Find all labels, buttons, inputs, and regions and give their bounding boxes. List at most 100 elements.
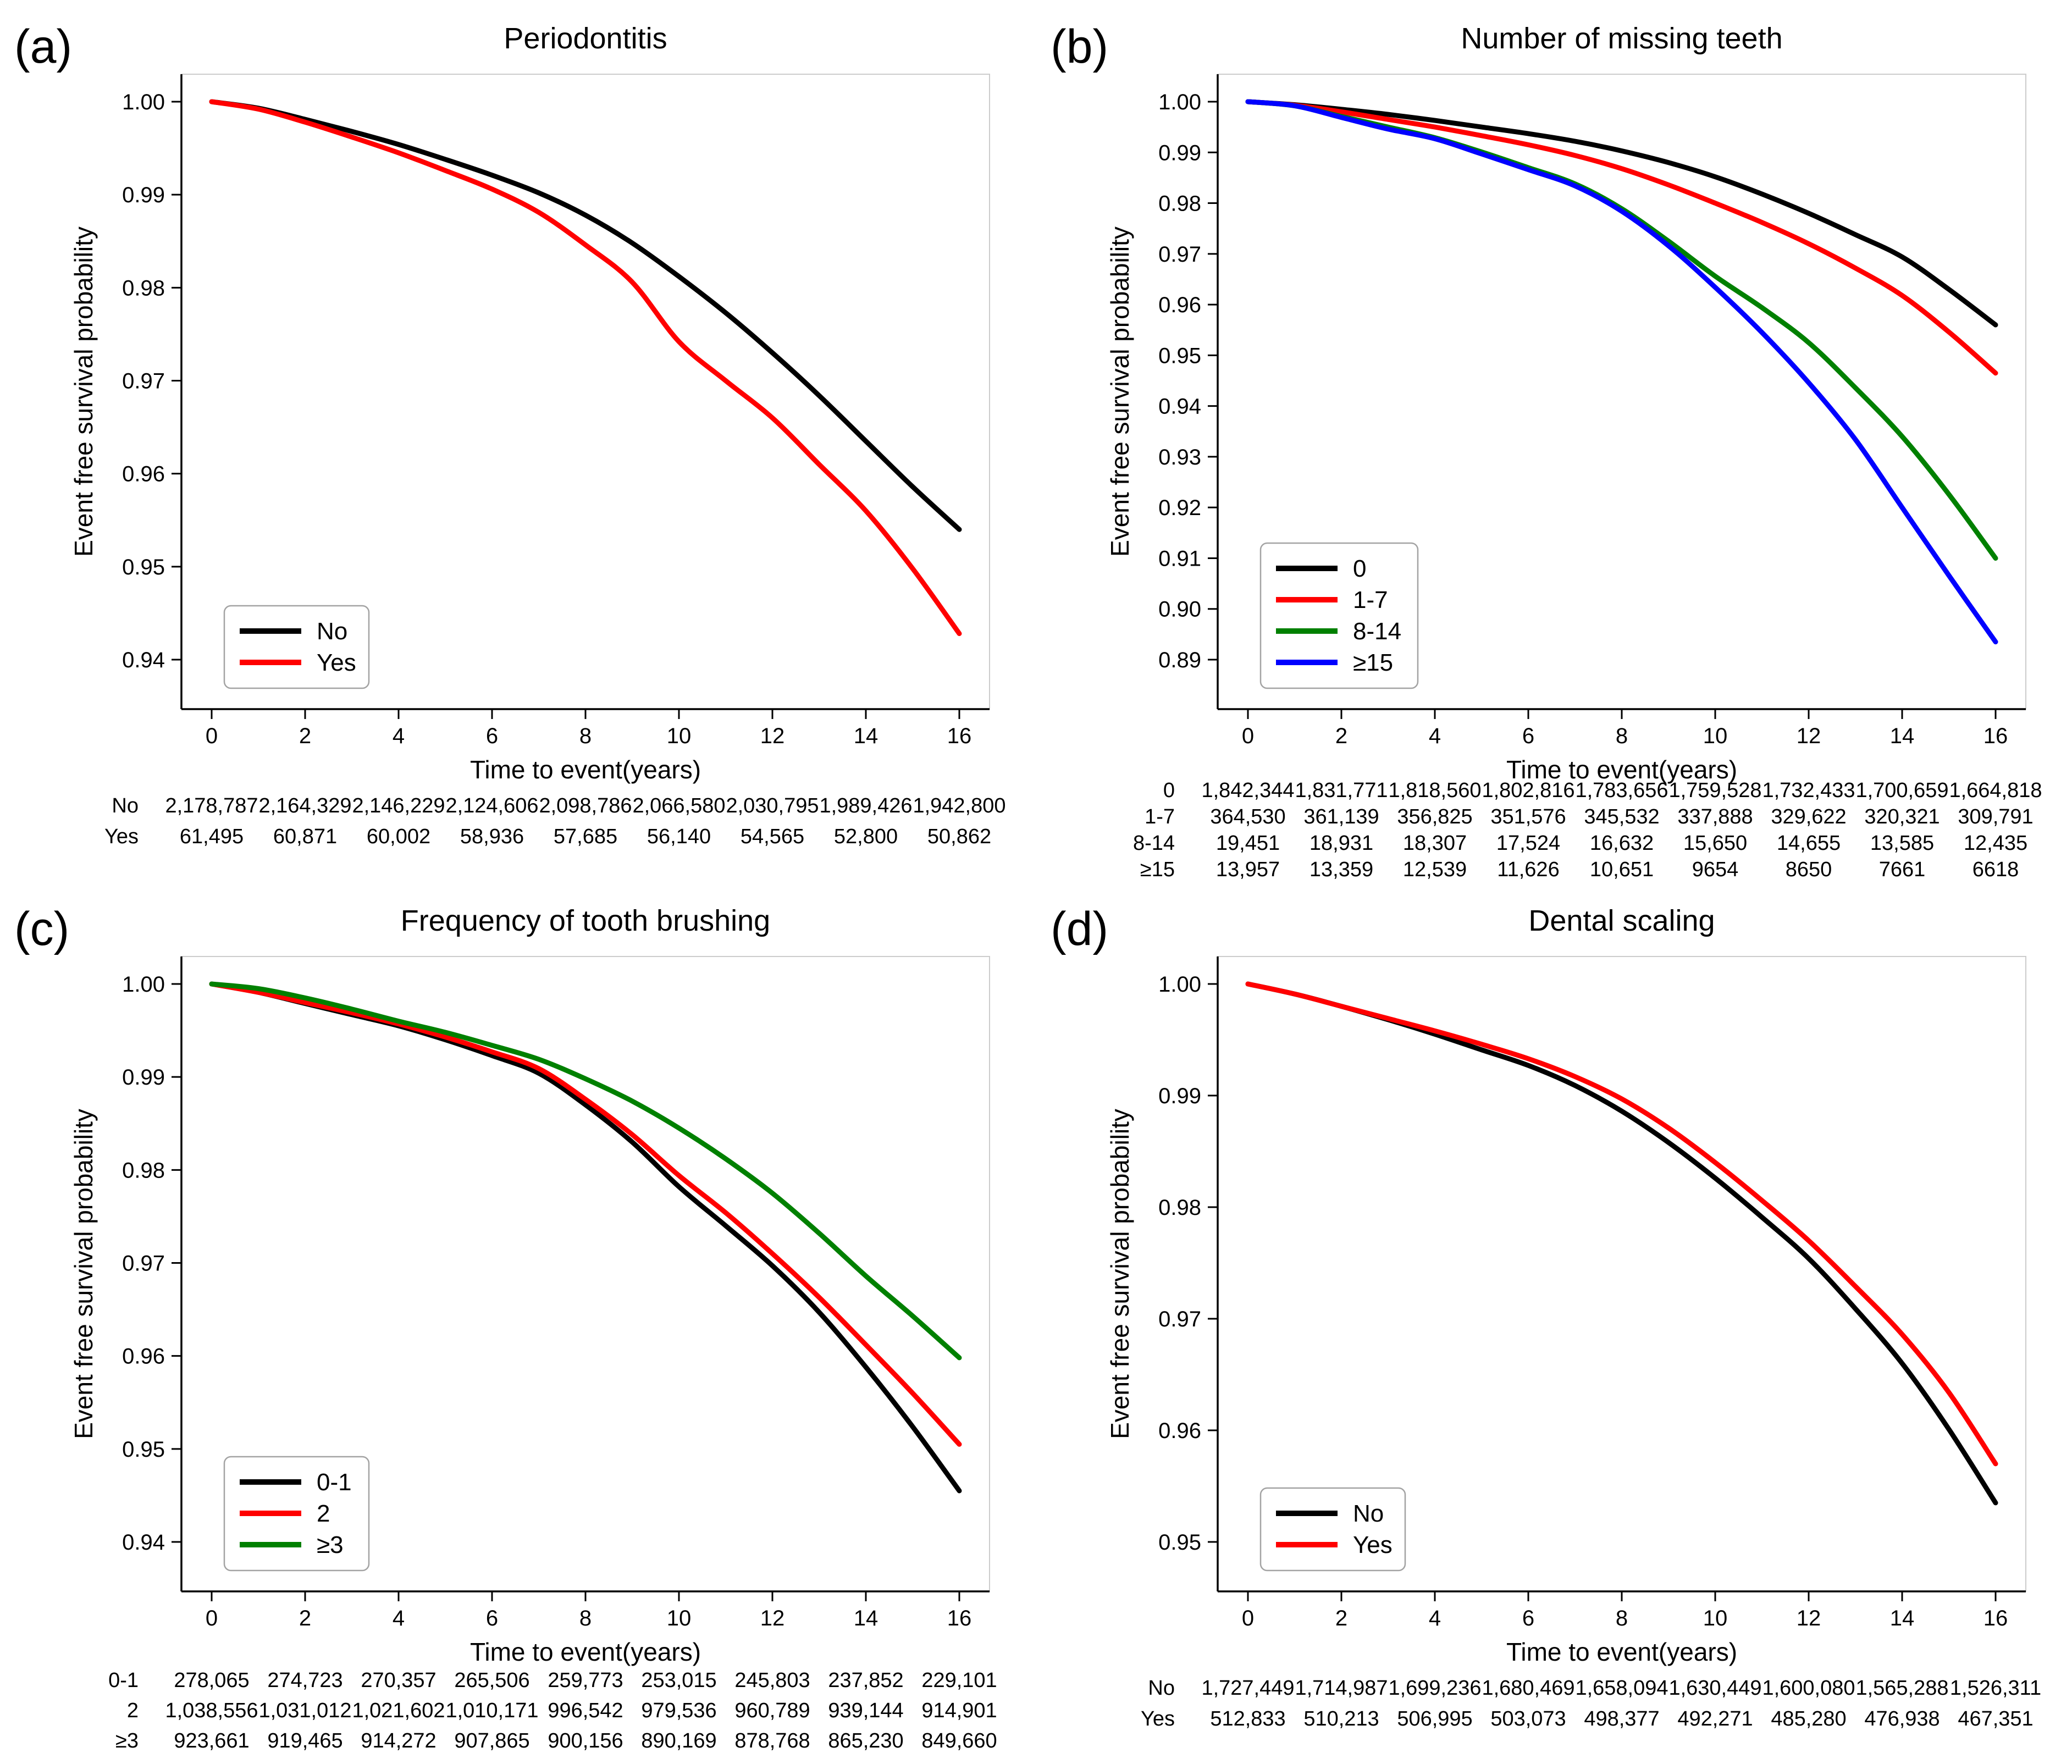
y-tick-label: 0.95 [122, 555, 165, 579]
y-tick-label: 0.97 [1158, 1307, 1201, 1331]
x-tick-label: 2 [1335, 724, 1347, 748]
x-tick-label: 2 [299, 1606, 311, 1630]
risk-table-value: 900,156 [548, 1729, 623, 1752]
risk-table-value: 253,015 [641, 1669, 716, 1692]
y-tick-label: 0.95 [1158, 344, 1201, 368]
risk-table-value: 506,995 [1397, 1707, 1472, 1730]
legend-label: Yes [1353, 1531, 1393, 1558]
risk-table-value: 849,660 [921, 1729, 997, 1752]
panel-title: Dental scaling [1528, 904, 1715, 937]
y-tick-label: 0.95 [122, 1437, 165, 1462]
y-tick-label: 0.89 [1158, 648, 1201, 672]
series-line-2 [209, 981, 962, 1447]
risk-table-value: 60,871 [273, 825, 337, 848]
risk-table-value: 15,650 [1683, 832, 1747, 855]
x-axis-label: Time to event(years) [470, 755, 701, 784]
y-tick-label: 0.91 [1158, 546, 1201, 571]
y-tick-label: 0.94 [122, 1530, 165, 1555]
x-tick-label: 12 [1797, 1606, 1821, 1630]
chart-b: 1.00 0.99 0.98 0.97 0.96 0.95 0.94 0.93 0.92 0.91… [1051, 20, 2042, 881]
risk-table-value: 476,938 [1864, 1707, 1940, 1730]
risk-table-value: 259,773 [548, 1669, 623, 1692]
risk-table-value: 270,357 [361, 1669, 436, 1692]
risk-table-value: 1,699,236 [1388, 1677, 1481, 1700]
legend-label: 0 [1353, 555, 1366, 582]
y-axis-label: Event free survival probability [1106, 226, 1134, 557]
x-axis-label: Time to event(years) [470, 1638, 701, 1666]
risk-table-value: 1,989,426 [819, 794, 912, 817]
x-tick-label: 6 [486, 1606, 498, 1630]
risk-table-value: 329,622 [1771, 805, 1846, 828]
risk-table-value: 1,732,433 [1762, 779, 1855, 802]
y-tick-label: 0.94 [122, 648, 165, 672]
x-tick-label: 4 [1429, 1606, 1441, 1630]
y-tick-label: 0.97 [122, 1252, 165, 1276]
risk-table: 0 1,842,344 1,831,771 1,818,560 1,802,816 1,7… [1133, 779, 2042, 881]
x-tick-label: 2 [299, 724, 311, 748]
y-tick-label: 0.96 [1158, 293, 1201, 317]
risk-table-value: 512,833 [1210, 1707, 1285, 1730]
x-tick-label: 0 [1242, 1606, 1254, 1630]
risk-table-value: 2,124,606 [445, 794, 538, 817]
risk-table-value: 1,831,771 [1295, 779, 1388, 802]
risk-table-row-label: 2 [127, 1699, 139, 1722]
risk-table-value: 356,825 [1397, 805, 1472, 828]
y-tick-label: 0.90 [1158, 598, 1201, 622]
legend: No Yes [1259, 1487, 1406, 1572]
legend-box [223, 605, 370, 689]
legend-label: No [1353, 1500, 1384, 1527]
risk-table-value: 1,842,344 [1201, 779, 1294, 802]
chart-d: 1.00 0.99 0.98 0.97 0.96 0.95 0 2 4 6 8 10 12 14 16 No Y… [1051, 903, 2041, 1730]
series-line-ge15 [1245, 99, 1998, 645]
x-tick-label: 4 [393, 1606, 405, 1630]
chart-c: 1.00 0.99 0.98 0.97 0.96 0.95 0.94 0 2 4 6 8 10 12 14 1… [14, 903, 997, 1752]
legend-label: 8-14 [1353, 618, 1401, 645]
y-tick-label: 0.99 [1158, 141, 1201, 165]
risk-table-value: 274,723 [267, 1669, 342, 1692]
plot-area [181, 74, 990, 710]
series-line-1-7 [1245, 99, 1998, 376]
risk-table-value: 12,435 [1964, 832, 2027, 855]
risk-table-value: 1,526,311 [1950, 1677, 2041, 1700]
risk-table-value: 16,632 [1590, 832, 1654, 855]
risk-table-value: 237,852 [828, 1669, 903, 1692]
x-tick-label: 6 [486, 724, 498, 748]
x-tick-label: 14 [854, 1606, 878, 1630]
y-tick-label: 0.98 [122, 1158, 165, 1182]
y-tick-label: 1.00 [1158, 972, 1201, 997]
risk-table-value: 351,576 [1490, 805, 1566, 828]
x-tick-label: 10 [1703, 724, 1728, 748]
panel-label: (d) [1051, 903, 1108, 955]
risk-table-value: 320,321 [1864, 805, 1940, 828]
risk-table-value: 229,101 [921, 1669, 997, 1692]
y-tick-label: 0.97 [1158, 242, 1201, 267]
legend: No Yes [223, 605, 370, 689]
x-tick-label: 10 [1703, 1606, 1728, 1630]
panel-label: (b) [1051, 20, 1108, 73]
risk-table-value: 11,626 [1497, 858, 1559, 881]
risk-table-value: 1,021,602 [352, 1699, 445, 1722]
y-tick-label: 1.00 [122, 972, 165, 997]
panel-b: 1.00 0.99 0.98 0.97 0.96 0.95 0.94 0.93 0.92 0.91… [1036, 0, 2072, 882]
risk-table-value: 50,862 [927, 825, 991, 848]
legend-label: 1-7 [1353, 587, 1388, 613]
y-tick-label: 0.95 [1158, 1530, 1201, 1555]
risk-table-value: 1,783,656 [1575, 779, 1668, 802]
series-line-ge3 [209, 981, 962, 1361]
x-tick-label: 16 [947, 1606, 972, 1630]
risk-table-value: 18,931 [1309, 832, 1373, 855]
risk-table-value: 1,802,816 [1482, 779, 1574, 802]
risk-table-value: 498,377 [1584, 1707, 1659, 1730]
legend-box [1259, 542, 1419, 689]
y-tick-label: 0.92 [1158, 496, 1201, 520]
risk-table-value: 56,140 [647, 825, 711, 848]
series-line-no [209, 99, 962, 532]
risk-table: No 2,178,787 2,164,329 2,146,229 2,124,606 2,… [104, 794, 1006, 848]
y-axis-label: Event free survival probability [69, 226, 98, 557]
risk-table-value: 485,280 [1771, 1707, 1846, 1730]
x-tick-label: 8 [1616, 724, 1628, 748]
risk-table-value: 309,791 [1958, 805, 2033, 828]
risk-table-value: 1,565,288 [1855, 1677, 1948, 1700]
risk-table-value: 13,957 [1216, 858, 1280, 881]
